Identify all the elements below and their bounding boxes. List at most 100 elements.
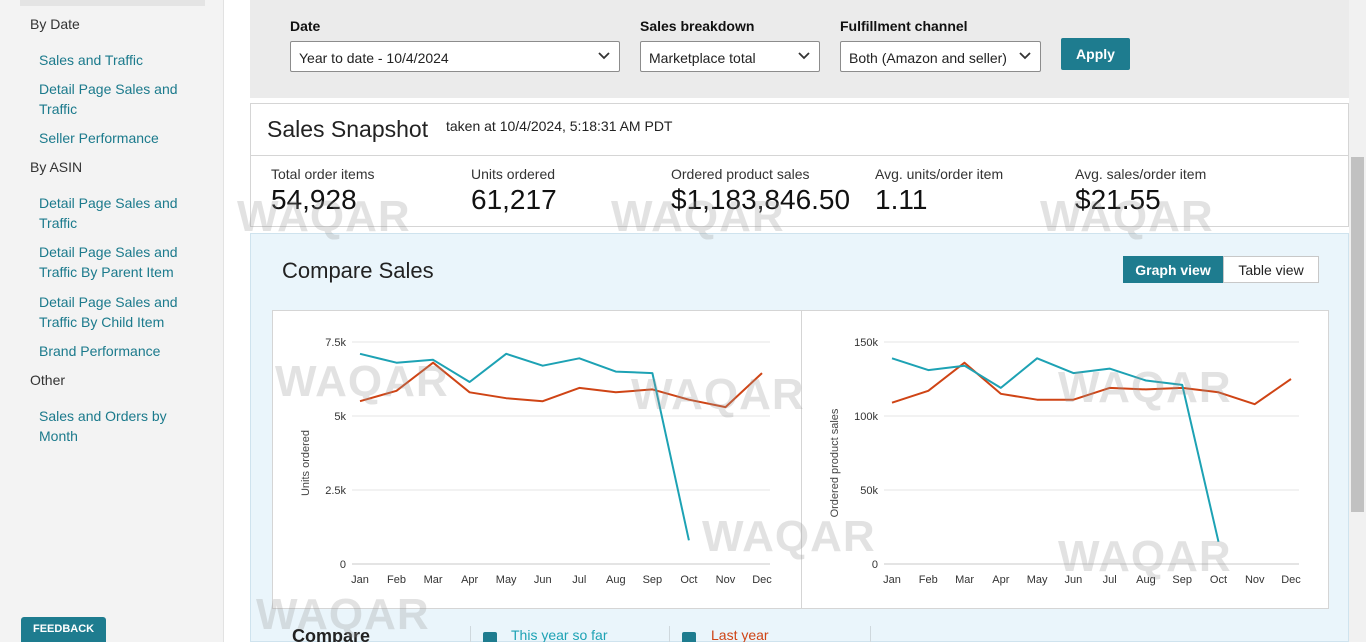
date-select[interactable]: Year to date - 10/4/2024 (290, 41, 620, 72)
sidebar-item-brand-performance[interactable]: Brand Performance (39, 343, 161, 359)
series-line-this-year (359, 352, 690, 541)
feedback-button[interactable]: FEEDBACK ✕ (21, 617, 106, 642)
x-tick-label: Nov (1245, 574, 1265, 586)
sidebar-item-sales-traffic-by-parent[interactable]: Detail Page Sales and Traffic By Parent … (39, 244, 178, 280)
metric-label: Avg. units/order item (875, 166, 1004, 182)
snapshot-divider (251, 155, 1348, 156)
compare-sales-title: Compare Sales (282, 258, 434, 283)
ordered-product-sales-chart-svg: 0 50k 100k 150k Jan Feb Mar Apr May Jun Jul Aug Sep O… (829, 337, 1301, 586)
y-tick-label: 5k (334, 411, 346, 423)
x-tick-label: Sep (1172, 574, 1192, 586)
metric-label: Ordered product sales (671, 166, 810, 182)
x-tick-label: Sep (643, 574, 663, 586)
graph-view-button[interactable]: Graph view (1123, 256, 1223, 283)
charts-container: 0 2.5k 5k 7.5k Jan Feb Mar Apr May Jun Jul Aug Sep Oc… (272, 310, 1329, 609)
sidebar-item-sales-and-orders-by-month[interactable]: Sales and Orders by Month (39, 408, 167, 444)
x-tick-label: Feb (919, 574, 938, 586)
sales-snapshot-panel: Sales Snapshot taken at 10/4/2024, 5:18:… (250, 103, 1349, 227)
snapshot-timestamp: taken at 10/4/2024, 5:18:31 AM PDT (446, 118, 673, 134)
sidebar-group-by-date: By Date (30, 16, 80, 32)
x-tick-label: May (496, 574, 517, 586)
metric-value: $1,183,846.50 (671, 184, 851, 215)
metric-value: 54,928 (271, 184, 357, 215)
compare-footer-title: Compare (292, 626, 371, 642)
x-tick-label: Jul (572, 574, 586, 586)
x-tick-label: Dec (1281, 574, 1301, 586)
filters-bar: Date Year to date - 10/4/2024 Sales brea… (250, 0, 1349, 98)
last-year-label: Last year (711, 627, 769, 642)
x-tick-label: Aug (1136, 574, 1156, 586)
sidebar-item-detail-page-sales-and-traffic[interactable]: Detail Page Sales and Traffic (39, 81, 178, 117)
sidebar: By Date Sales and Traffic Detail Page Sa… (0, 0, 224, 642)
sales-snapshot-title: Sales Snapshot (267, 116, 429, 142)
fulfillment-channel-value: Both (Amazon and seller) (849, 50, 1007, 66)
ordered-product-sales-chart: 0 50k 100k 150k Jan Feb Mar Apr May Jun Jul Aug Sep O… (801, 311, 1328, 608)
y-tick-label: 7.5k (325, 337, 346, 349)
fulfillment-channel-select[interactable]: Both (Amazon and seller) (840, 41, 1041, 72)
metric-value: 61,217 (471, 184, 557, 215)
sidebar-group-other: Other (30, 372, 66, 388)
chevron-down-icon (1019, 52, 1031, 60)
compare-sales-panel: Compare Sales Graph view Table view 0 2.5… (250, 233, 1349, 642)
metric-label: Total order items (271, 166, 375, 182)
date-select-value: Year to date - 10/4/2024 (299, 50, 449, 66)
x-tick-label: Dec (752, 574, 772, 586)
footer-separator (470, 626, 471, 642)
x-tick-label: May (1027, 574, 1048, 586)
x-tick-label: Jun (534, 574, 552, 586)
series-line-last-year (891, 361, 1292, 406)
metric-units-ordered: Units ordered 61,217 (471, 166, 557, 216)
x-tick-label: Mar (424, 574, 443, 586)
sidebar-item-seller-performance[interactable]: Seller Performance (39, 130, 159, 146)
metric-total-order-items: Total order items 54,928 (271, 166, 374, 216)
metric-label: Avg. sales/order item (1075, 166, 1207, 182)
x-tick-label: Oct (1210, 574, 1227, 586)
sidebar-group-by-asin: By ASIN (30, 159, 83, 175)
x-tick-label: Oct (680, 574, 697, 586)
footer-separator (870, 626, 871, 642)
y-tick-label: 0 (340, 559, 346, 571)
sidebar-item-sales-and-traffic[interactable]: Sales and Traffic (39, 52, 144, 68)
series-line-this-year (891, 357, 1220, 543)
table-view-button[interactable]: Table view (1223, 256, 1319, 283)
sidebar-item-asin-detail-page-sales-and-traffic[interactable]: Detail Page Sales and Traffic (39, 195, 178, 231)
x-tick-label: Jun (1064, 574, 1082, 586)
series-line-last-year (359, 361, 763, 409)
sidebar-item-sales-traffic-by-child[interactable]: Detail Page Sales and Traffic By Child I… (39, 294, 178, 330)
sales-breakdown-select[interactable]: Marketplace total (640, 41, 820, 72)
date-label: Date (290, 18, 321, 34)
sidebar-top-highlight (20, 0, 205, 6)
y-tick-label: 150k (854, 337, 878, 349)
x-tick-label: Mar (955, 574, 974, 586)
metric-value: $21.55 (1075, 184, 1161, 215)
metric-avg-units-per-order-item: Avg. units/order item 1.11 (875, 166, 1003, 216)
sales-breakdown-label: Sales breakdown (640, 18, 755, 34)
metric-ordered-product-sales: Ordered product sales $1,183,846.50 (671, 166, 850, 216)
y-tick-label: 2.5k (325, 485, 346, 497)
y-tick-label: 0 (872, 559, 878, 571)
this-year-label: This year so far (511, 627, 608, 642)
fulfillment-channel-label: Fulfillment channel (840, 18, 968, 34)
x-tick-label: Nov (716, 574, 736, 586)
x-tick-label: Apr (992, 574, 1009, 586)
apply-button[interactable]: Apply (1061, 38, 1130, 70)
this-year-checkbox[interactable] (483, 632, 497, 642)
x-tick-label: Apr (461, 574, 478, 586)
chevron-down-icon (598, 52, 610, 60)
sales-breakdown-value: Marketplace total (649, 50, 756, 66)
metric-avg-sales-per-order-item: Avg. sales/order item $21.55 (1075, 166, 1206, 216)
page-scrollbar-thumb[interactable] (1351, 157, 1364, 512)
units-ordered-chart-svg: 0 2.5k 5k 7.5k Jan Feb Mar Apr May Jun Jul Aug Sep Oc… (300, 337, 772, 586)
y-tick-label: 100k (854, 411, 878, 423)
y-axis-label: Ordered product sales (829, 408, 841, 517)
y-tick-label: 50k (860, 485, 878, 497)
y-axis-label: Units ordered (300, 430, 312, 496)
x-tick-label: Jul (1103, 574, 1117, 586)
x-tick-label: Jan (883, 574, 901, 586)
footer-separator (669, 626, 670, 642)
metric-label: Units ordered (471, 166, 556, 182)
feedback-label: FEEDBACK (33, 623, 95, 635)
chevron-down-icon (798, 52, 810, 60)
last-year-checkbox[interactable] (682, 632, 696, 642)
units-ordered-chart: 0 2.5k 5k 7.5k Jan Feb Mar Apr May Jun Jul Aug Sep Oc… (273, 311, 801, 608)
